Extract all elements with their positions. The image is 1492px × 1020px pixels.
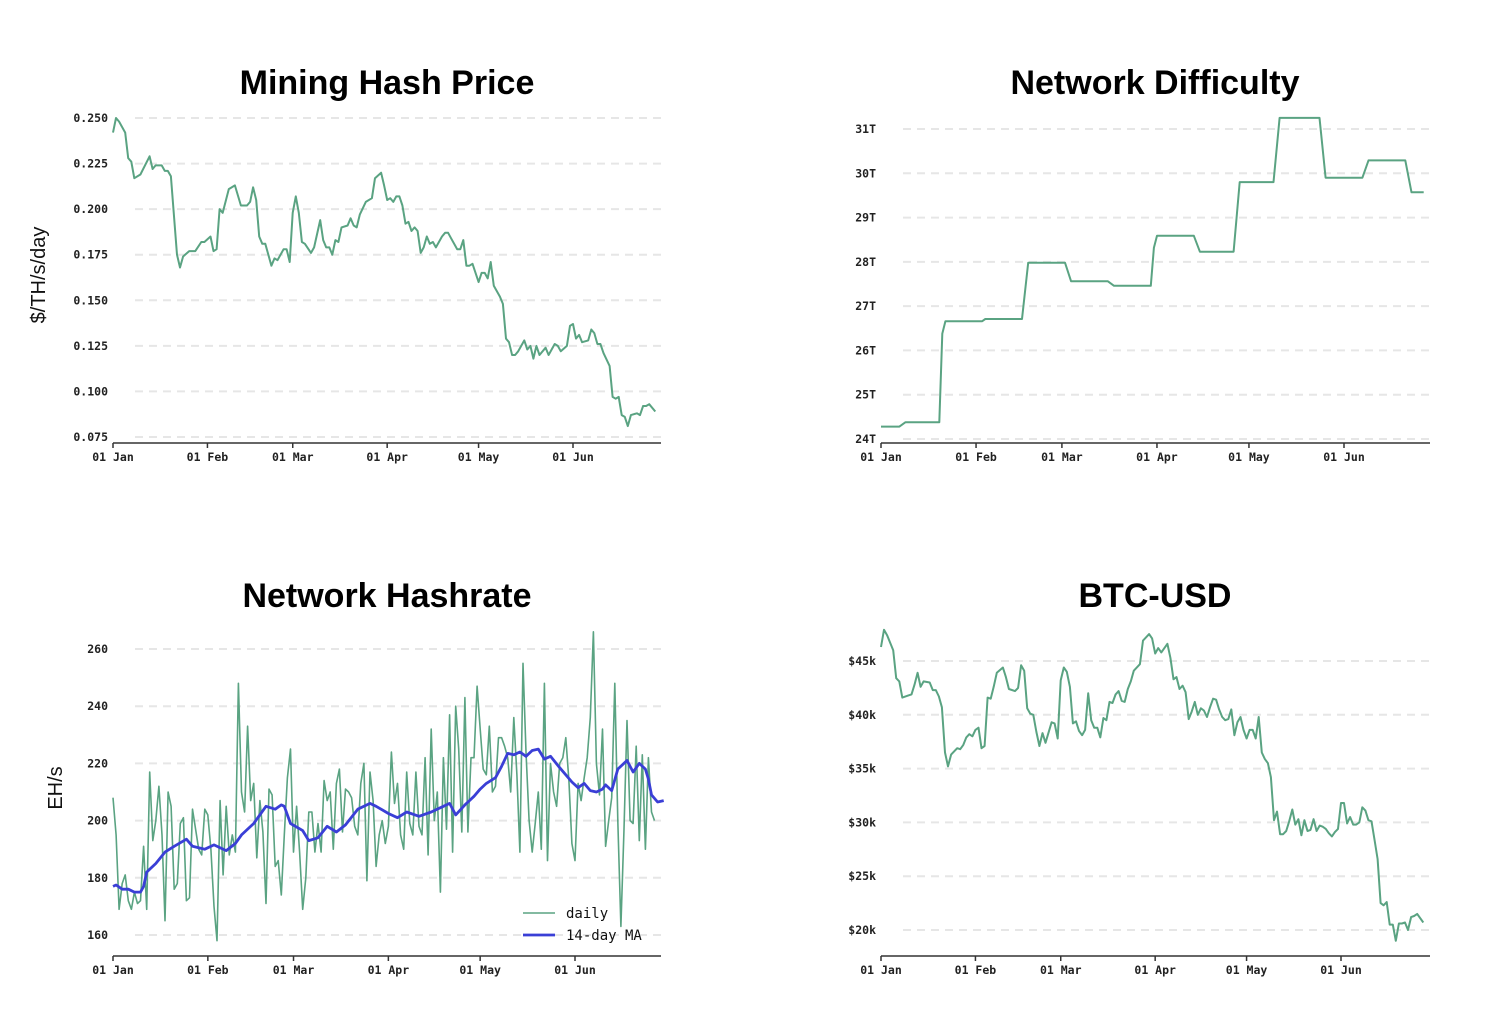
y-tick-label: 260 (87, 642, 108, 656)
x-tick-label: 01 Mar (1040, 963, 1082, 977)
y-tick-label: 27T (855, 299, 876, 313)
chart-title: Network Difficulty (1010, 64, 1299, 102)
legend: daily 14-day MA (523, 906, 642, 944)
x-tick-label: 01 Jun (554, 963, 596, 977)
y-axis-label: $/TH/s/day (28, 227, 50, 324)
x-tick-label: 01 Jan (860, 963, 902, 977)
x-tick-label: 01 May (459, 963, 501, 977)
chart-panel-3: BTC-USD $20k $25k $30k $35k $40k $45k 01 Jan 01 … (848, 577, 1430, 977)
x-tick-label: 01 Feb (955, 450, 997, 464)
x-tick-label: 01 Mar (272, 450, 314, 464)
y-tick-label: 0.125 (73, 339, 108, 353)
y-tick-label: 0.175 (73, 248, 108, 262)
y-tick-label: 28T (855, 255, 876, 269)
series-line-difficulty-t- (881, 116, 1424, 428)
x-tick-label: 01 Jun (1323, 450, 1365, 464)
x-tick-label: 01 May (1226, 963, 1268, 977)
series-line-14-day-ma (112, 747, 665, 894)
x-tick-label: 01 Apr (366, 450, 408, 464)
series-line-btc-usd-k- (880, 628, 1425, 942)
y-tick-label: $25k (848, 869, 876, 883)
y-tick-label: 0.150 (73, 293, 108, 307)
x-tick-label: 01 Apr (368, 963, 410, 977)
x-tick-label: 01 Feb (187, 963, 229, 977)
y-tick-label: 31T (855, 122, 876, 136)
x-tick-label: 01 Jan (860, 450, 902, 464)
chart-panel-0: Mining Hash Price $/TH/s/day 0.075 0.100 0.1… (28, 64, 661, 464)
y-tick-label: 220 (87, 756, 108, 770)
y-tick-label: 24T (855, 432, 876, 446)
y-axis-label: EH/s (45, 766, 67, 809)
y-tick-label: 200 (87, 814, 108, 828)
x-tick-label: 01 Jan (92, 450, 134, 464)
y-tick-label: 240 (87, 699, 108, 713)
x-tick-label: 01 May (1228, 450, 1270, 464)
x-tick-label: 01 Apr (1136, 450, 1178, 464)
y-tick-label: 0.225 (73, 157, 108, 171)
chart-title: Network Hashrate (242, 577, 531, 615)
x-tick-label: 01 Feb (955, 963, 997, 977)
y-tick-label: $35k (848, 762, 876, 776)
y-tick-label: $40k (848, 708, 876, 722)
y-tick-label: $30k (848, 815, 876, 829)
legend-label: daily (566, 906, 608, 922)
chart-title: BTC-USD (1079, 577, 1232, 615)
y-tick-label: 0.250 (73, 111, 108, 125)
x-tick-label: 01 Mar (1041, 450, 1083, 464)
x-tick-label: 01 Mar (273, 963, 315, 977)
y-tick-label: 30T (855, 166, 876, 180)
y-tick-label: 29T (855, 211, 876, 225)
chart-title: Mining Hash Price (240, 64, 535, 102)
y-tick-label: 0.100 (73, 384, 108, 398)
y-tick-label: $20k (848, 923, 876, 937)
x-tick-label: 01 Jun (1320, 963, 1362, 977)
y-tick-label: 0.075 (73, 430, 108, 444)
y-tick-label: 160 (87, 928, 108, 942)
y-tick-label: 26T (855, 343, 876, 357)
y-tick-label: $45k (848, 654, 876, 668)
x-tick-label: 01 Jun (552, 450, 594, 464)
x-tick-label: 01 May (458, 450, 500, 464)
series-line-hash-price (112, 117, 657, 428)
x-tick-label: 01 Apr (1134, 963, 1176, 977)
y-tick-label: 0.200 (73, 202, 108, 216)
x-tick-label: 01 Feb (187, 450, 229, 464)
y-tick-label: 25T (855, 388, 876, 402)
chart-panel-1: Network Difficulty 24T 25T 26T 27T 28T 29T 30T 3… (855, 64, 1430, 464)
legend-label: 14-day MA (566, 928, 642, 944)
chart-panel-2: Network Hashrate EH/s 160 180 200 220 240 260 01… (45, 577, 665, 977)
series-line-daily (112, 631, 656, 942)
x-tick-label: 01 Jan (92, 963, 134, 977)
y-tick-label: 180 (87, 871, 108, 885)
